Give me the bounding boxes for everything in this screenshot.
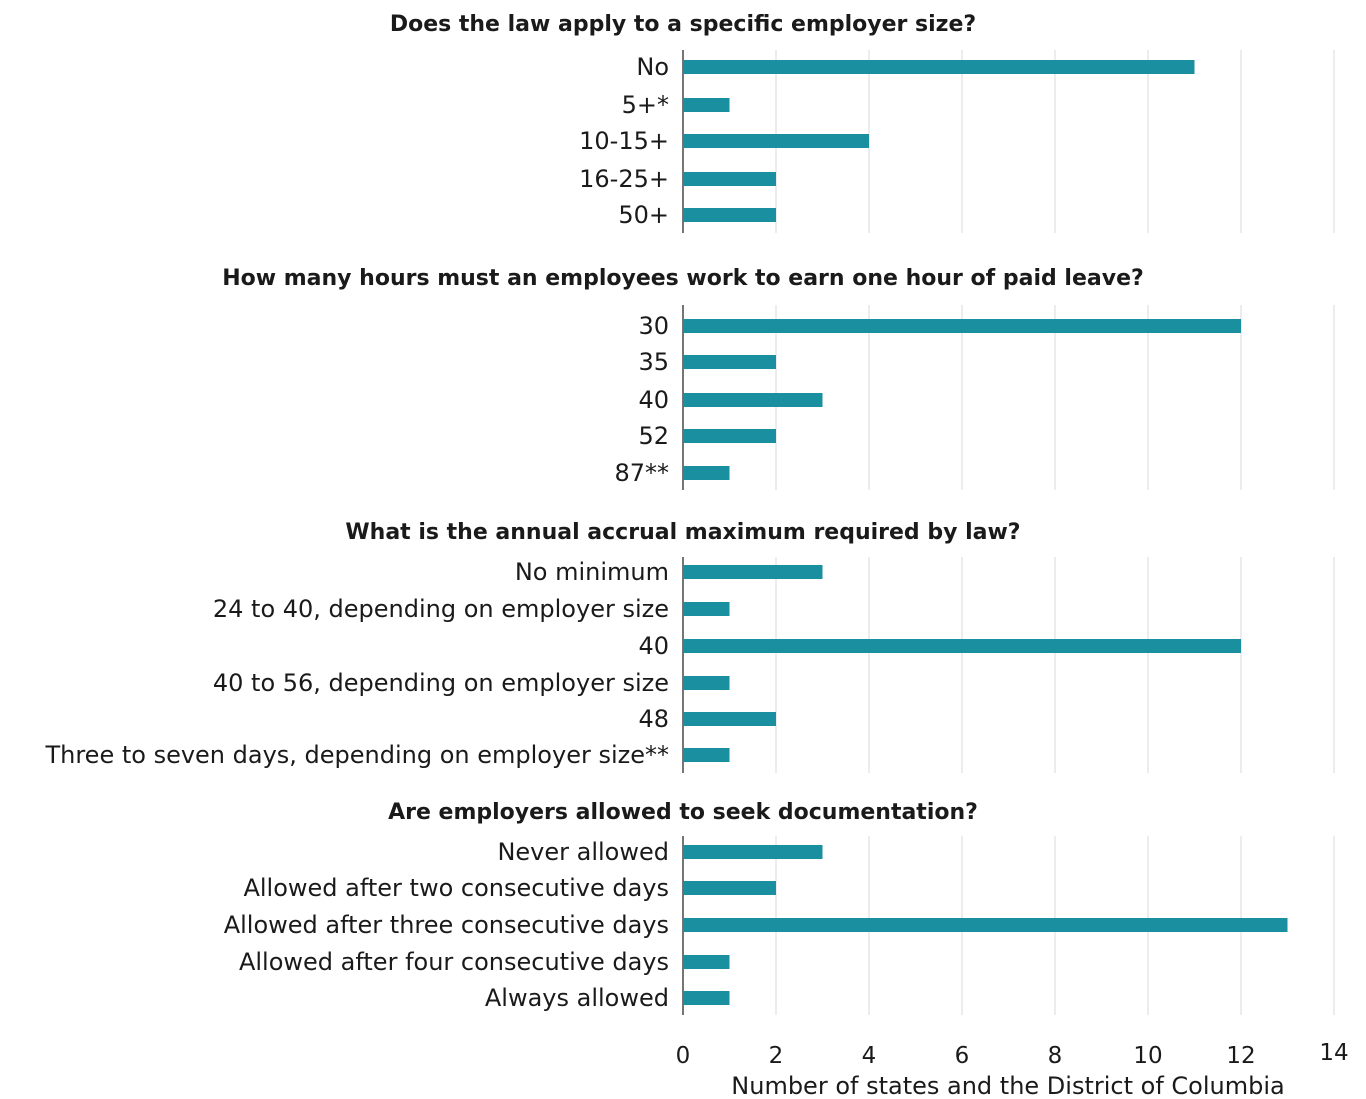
bar [683, 319, 1241, 333]
category-label: No minimum [515, 558, 669, 586]
panel-4: Are employers allowed to seek documentat… [224, 800, 1288, 1015]
category-label: Three to seven days, depending on employ… [44, 741, 669, 769]
panel-title: What is the annual accrual maximum requi… [345, 520, 1020, 545]
x-tick-label: 0 [676, 1043, 691, 1069]
category-label: 35 [638, 348, 669, 376]
bar [683, 881, 776, 895]
category-label: Allowed after four consecutive days [239, 948, 669, 976]
category-label: 87** [614, 459, 669, 487]
bar [683, 60, 1195, 74]
bar [683, 393, 823, 407]
bar [683, 602, 730, 616]
bar [683, 991, 730, 1005]
panel-title: Are employers allowed to seek documentat… [388, 800, 978, 825]
category-label: Allowed after two consecutive days [243, 874, 669, 902]
x-tick-label: 10 [1133, 1043, 1162, 1069]
panel-title: How many hours must an employees work to… [222, 266, 1144, 291]
panel-1: Does the law apply to a specific employe… [390, 12, 1195, 233]
x-axis-title: Number of states and the District of Col… [731, 1072, 1284, 1099]
category-label: 30 [638, 312, 669, 340]
x-tick-label: 2 [769, 1043, 784, 1069]
bar [683, 845, 823, 859]
bar [683, 639, 1241, 653]
bar [683, 98, 730, 112]
bar [683, 429, 776, 443]
category-label: 10-15+ [579, 127, 669, 155]
x-tick-label: 12 [1226, 1043, 1255, 1069]
category-label: 16-25+ [579, 165, 669, 193]
panels-layer: Does the law apply to a specific employe… [44, 12, 1288, 1015]
category-label: 40 [638, 632, 669, 660]
x-tick-label: 8 [1048, 1043, 1063, 1069]
category-label: 24 to 40, depending on employer size [213, 595, 669, 623]
category-label: 48 [638, 705, 669, 733]
bar [683, 918, 1288, 932]
x-tick-label: 6 [955, 1043, 970, 1069]
x-tick-label: 4 [862, 1043, 877, 1069]
category-label: 50+ [618, 201, 669, 229]
bar [683, 676, 730, 690]
category-label: 52 [638, 422, 669, 450]
panel-3: What is the annual accrual maximum requi… [44, 520, 1241, 773]
x-tick-label: 14 [1319, 1040, 1348, 1066]
category-label: Always allowed [485, 984, 669, 1012]
bar [683, 172, 776, 186]
bar [683, 712, 776, 726]
bar [683, 355, 776, 369]
bar [683, 748, 730, 762]
category-label: 5+* [622, 91, 669, 119]
category-label: Allowed after three consecutive days [224, 911, 669, 939]
bar [683, 466, 730, 480]
bar [683, 134, 869, 148]
bar [683, 955, 730, 969]
category-label: No [636, 53, 669, 81]
panel-2: How many hours must an employees work to… [222, 266, 1241, 490]
category-label: 40 to 56, depending on employer size [213, 669, 669, 697]
bar [683, 208, 776, 222]
bar [683, 565, 823, 579]
category-label: Never allowed [497, 838, 669, 866]
category-label: 40 [638, 386, 669, 414]
x-axis: 0 2 4 6 8 10 12 14 [676, 1040, 1349, 1069]
panel-title: Does the law apply to a specific employe… [390, 12, 976, 37]
